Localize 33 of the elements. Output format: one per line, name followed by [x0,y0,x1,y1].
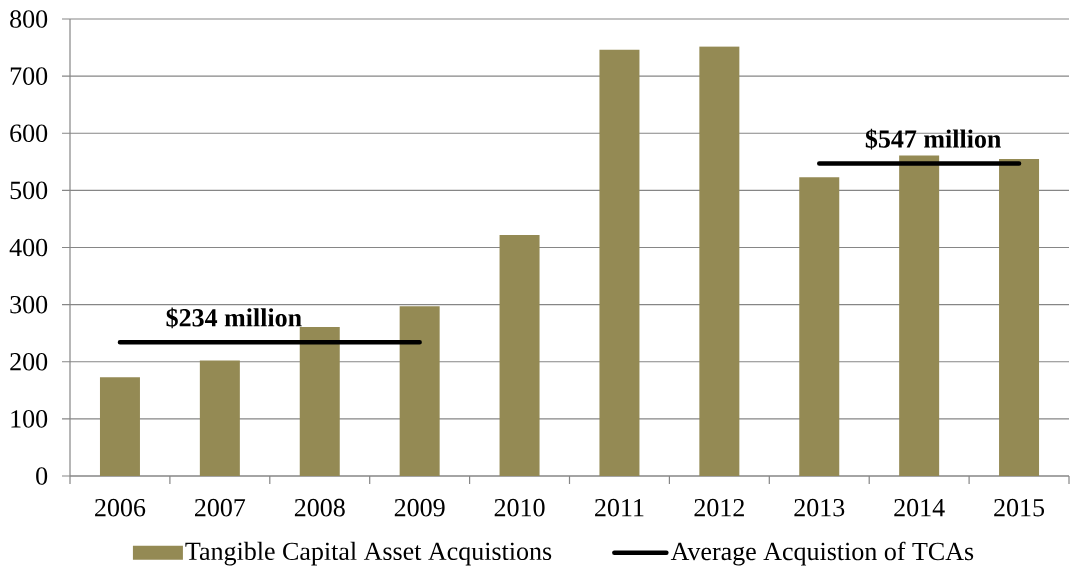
x-tick-label: 2009 [394,498,445,517]
y-tick-label: 400 [9,238,48,257]
x-tick-label: 2014 [894,498,945,517]
x-tick-label: 2008 [294,498,345,517]
legend-label: Average Acquistion of TCAs [670,541,974,566]
y-tick-label: 800 [10,10,48,28]
y-tick-label: 200 [10,352,48,371]
x-tick-label: 2015 [994,498,1045,517]
bar [799,177,840,476]
bar [199,360,240,476]
annotation: $547 million [865,128,1002,150]
x-tick-label: 2010 [494,498,545,517]
y-tick-label: 0 [36,467,48,485]
bar [299,326,340,476]
x-tick-label: 2006 [95,498,146,517]
legend-label: Tangible Capital Asset Acquistions [185,541,552,566]
bar [699,46,740,476]
y-tick-label: 700 [10,67,48,85]
y-tick-label: 600 [10,124,48,143]
y-tick-label: 300 [10,295,48,314]
x-tick-label: 2011 [595,498,644,517]
bar [599,49,640,476]
x-tick-label: 2013 [794,498,845,517]
x-tick-label: 2012 [694,498,744,517]
annotation: $234 million [166,307,302,329]
y-tick-label: 500 [10,181,48,200]
bar [499,234,540,476]
bar [899,155,940,476]
bar [99,377,140,476]
bar [399,306,440,476]
y-tick-label: 100 [11,410,48,428]
x-tick-label: 2007 [195,498,246,517]
bar [999,158,1040,476]
